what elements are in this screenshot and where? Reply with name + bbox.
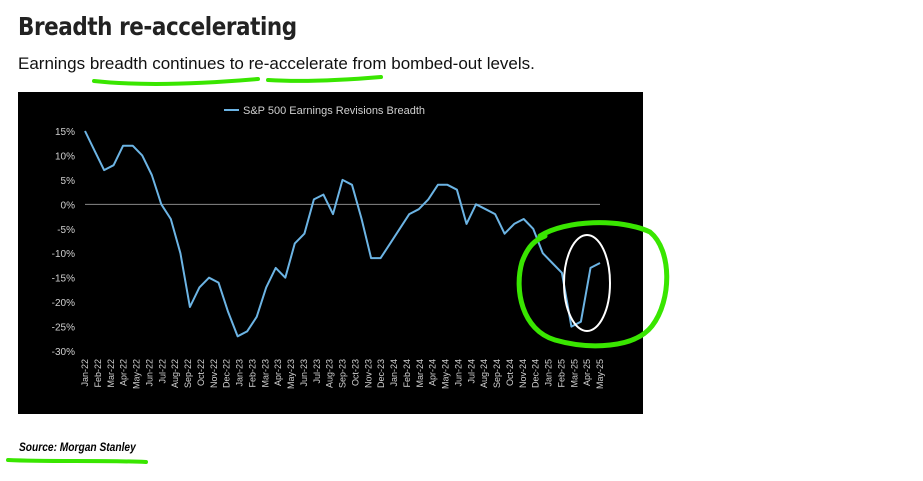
y-tick-label: -20% [52, 298, 75, 309]
y-tick-label: 5% [61, 176, 76, 187]
x-tick-label: Dec-23 [376, 359, 386, 388]
series-line [84, 130, 601, 338]
x-tick-label: Mar-23 [260, 359, 270, 388]
x-tick-label: Jul-23 [312, 359, 322, 384]
line-chart: S&P 500 Earnings Revisions Breadth 15% 10… [18, 92, 643, 414]
x-tick-label: May-22 [132, 359, 142, 389]
x-tick-label: Nov-23 [363, 359, 373, 388]
x-tick-label: Mar-24 [415, 359, 425, 388]
legend-label: S&P 500 Earnings Revisions Breadth [243, 105, 425, 117]
y-tick-label: -10% [52, 249, 75, 260]
y-tick-label: 0% [61, 200, 76, 211]
x-tick-label: Aug-23 [325, 359, 335, 388]
x-tick-label: Oct-22 [196, 359, 206, 386]
underline-source [6, 458, 148, 464]
x-tick-label: Oct-24 [505, 359, 515, 386]
x-tick-label: Jan-25 [544, 359, 554, 387]
x-tick-label: May-23 [286, 359, 296, 389]
x-tick-label: Apr-23 [273, 359, 283, 386]
x-tick-label: Dec-22 [222, 359, 232, 388]
underline-re-accelerate [266, 75, 383, 83]
y-tick-label: 10% [55, 151, 75, 162]
source-note: Source: Morgan Stanley [19, 440, 136, 454]
x-tick-label: Feb-25 [556, 359, 566, 388]
y-tick-label: -30% [52, 347, 75, 358]
y-tick-label: -5% [57, 225, 75, 236]
x-tick-label: Jan-22 [80, 359, 90, 387]
x-tick-label: Mar-22 [106, 359, 116, 388]
y-tick-label: -15% [52, 274, 75, 285]
x-tick-label: Feb-22 [93, 359, 103, 388]
chart-container: S&P 500 Earnings Revisions Breadth 15% 10… [18, 92, 643, 414]
x-tick-label: May-25 [595, 359, 605, 389]
x-tick-label: Mar-25 [569, 359, 579, 388]
x-tick-label: Sep-24 [492, 359, 502, 388]
white-oval-annotation [563, 234, 611, 332]
chart-legend: S&P 500 Earnings Revisions Breadth [224, 105, 425, 117]
x-tick-label: Jun-22 [144, 359, 154, 387]
x-tick-label: Jul-24 [466, 359, 476, 384]
x-tick-label: Jul-22 [157, 359, 167, 384]
x-tick-label: Jan-24 [389, 359, 399, 387]
x-tick-label: Apr-24 [428, 359, 438, 386]
x-tick-label: Dec-24 [531, 359, 541, 388]
x-tick-label: Sep-23 [338, 359, 348, 388]
x-tick-label: Aug-24 [479, 359, 489, 388]
underline-breadth-continues [92, 77, 260, 86]
x-tick-label: Feb-24 [402, 359, 412, 388]
x-tick-label: Nov-22 [209, 359, 219, 388]
x-tick-label: May-24 [441, 359, 451, 389]
page-subtitle: Earnings breadth continues to re-acceler… [18, 54, 535, 73]
x-tick-label: Nov-24 [518, 359, 528, 388]
y-tick-label: -25% [52, 323, 75, 334]
x-tick-label: Oct-23 [350, 359, 360, 386]
x-tick-label: Jun-24 [453, 359, 463, 387]
x-tick-label: Apr-22 [119, 359, 129, 386]
x-tick-label: Sep-22 [183, 359, 193, 388]
page-title: Breadth re-accelerating [18, 12, 297, 41]
x-tick-label: Aug-22 [170, 359, 180, 388]
x-tick-label: Jan-23 [235, 359, 245, 387]
x-tick-label: Jun-23 [299, 359, 309, 387]
y-tick-label: 15% [55, 127, 75, 138]
green-circle-annotation [516, 220, 670, 349]
x-tick-label: Feb-23 [247, 359, 257, 388]
x-tick-label: Apr-25 [582, 359, 592, 386]
